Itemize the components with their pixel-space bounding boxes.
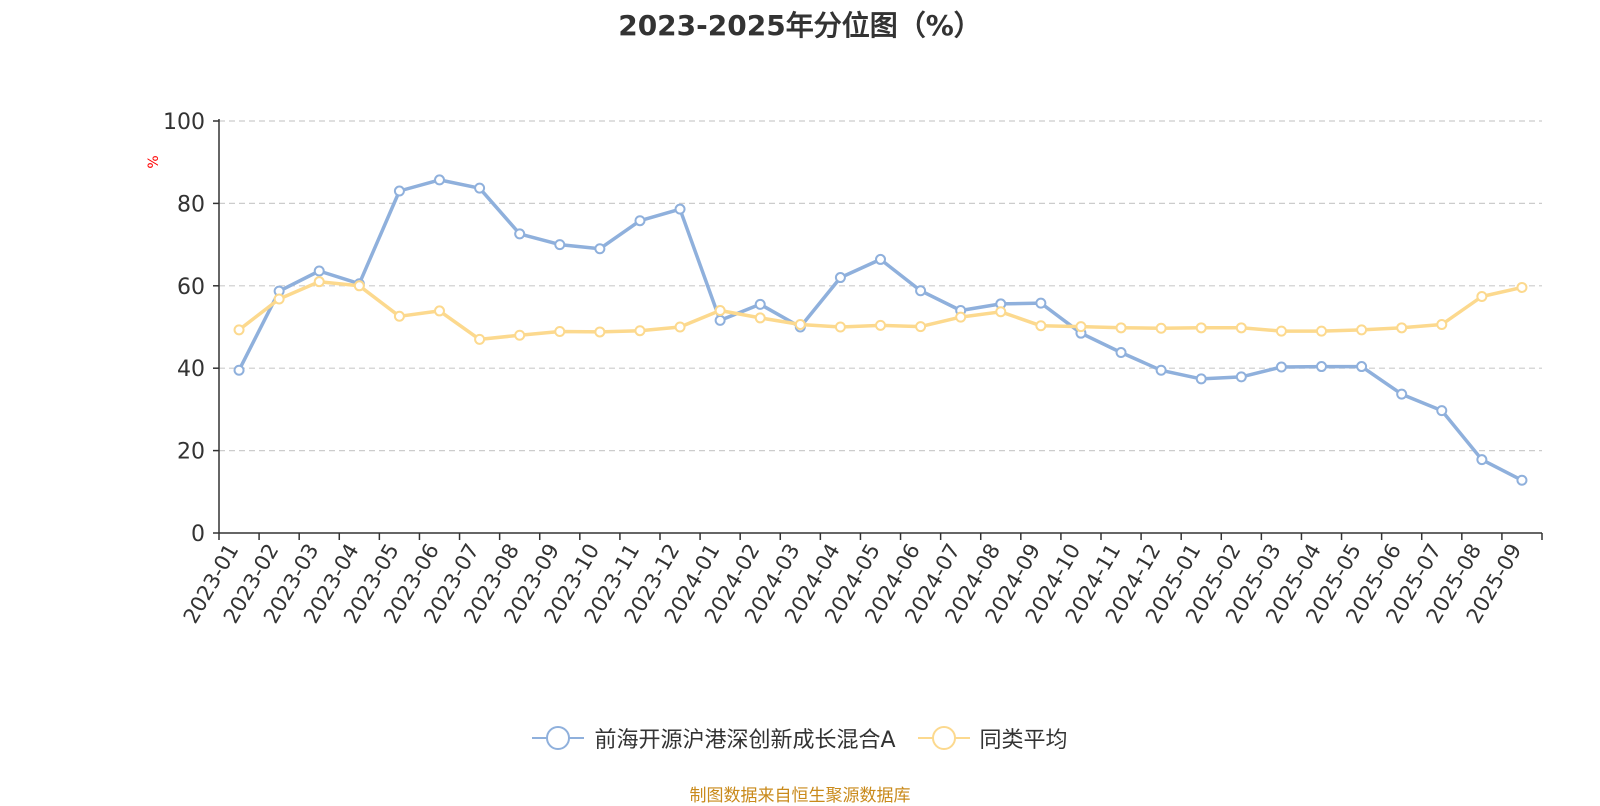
data-point-s0 <box>1275 361 1287 373</box>
data-point-s1 <box>393 310 405 322</box>
data-point-s1 <box>1275 325 1287 337</box>
data-point-s1 <box>714 305 726 317</box>
data-point-s0 <box>1396 388 1408 400</box>
axes <box>213 119 1543 540</box>
data-point-s1 <box>1316 325 1327 337</box>
data-point-s1 <box>554 326 566 338</box>
data-point-s1 <box>1195 322 1207 334</box>
data-point-s0 <box>1476 454 1488 466</box>
legend-label-fund: 前海开源沪港深创新成长混合A <box>594 728 896 753</box>
data-point-s0 <box>233 364 245 376</box>
y-tick-labels: 0 20 40 60 80 100 <box>163 110 205 547</box>
data-point-s0 <box>834 272 846 284</box>
data-point-s0 <box>1195 373 1207 385</box>
data-point-s0 <box>1316 361 1327 373</box>
data-point-s1 <box>1476 291 1488 303</box>
data-point-s1 <box>634 325 646 337</box>
data-point-s1 <box>1356 324 1368 336</box>
y-tick-label: 80 <box>177 192 205 217</box>
data-point-s0 <box>674 203 686 215</box>
legend: 前海开源沪港深创新成长混合A 同类平均 <box>0 722 1600 754</box>
chart-title: 2023-2025年分位图（%） <box>618 9 982 42</box>
data-point-s1 <box>955 311 967 323</box>
y-tick-label: 20 <box>177 440 205 465</box>
legend-line-circle-icon <box>917 726 970 750</box>
data-point-s0 <box>1155 364 1167 376</box>
data-point-s0 <box>714 314 726 326</box>
data-point-s1 <box>233 324 245 336</box>
data-point-s1 <box>594 326 606 338</box>
data-point-s1 <box>1075 321 1087 333</box>
y-tick-label: 40 <box>177 357 205 382</box>
data-point-s1 <box>273 293 285 305</box>
legend-item-fund[interactable]: 前海开源沪港深创新成长混合A <box>532 722 896 754</box>
data-point-s0 <box>754 298 766 310</box>
source-note: 制图数据来自恒生聚源数据库 <box>689 786 911 806</box>
y-tick-label: 60 <box>177 275 205 300</box>
data-point-s1 <box>1436 319 1448 331</box>
legend-item-category-average[interactable]: 同类平均 <box>917 722 1068 754</box>
data-point-s0 <box>1436 405 1448 417</box>
y-tick-label: 100 <box>163 110 205 135</box>
data-point-s1 <box>794 319 806 331</box>
data-point-s1 <box>1155 322 1167 334</box>
legend-label-category-average: 同类平均 <box>979 728 1068 753</box>
data-point-s1 <box>1235 322 1247 334</box>
data-point-s1 <box>474 333 486 345</box>
data-point-s0 <box>915 285 927 297</box>
data-point-s1 <box>915 321 927 333</box>
data-point-s0 <box>514 228 526 240</box>
data-point-s1 <box>1035 320 1047 332</box>
data-point-s0 <box>554 239 566 251</box>
data-point-s0 <box>393 185 405 197</box>
x-tick-labels: 2023-012023-022023-032023-042023-052023-… <box>179 540 1527 628</box>
data-point-s0 <box>313 265 325 277</box>
data-point-s0 <box>634 215 646 227</box>
data-point-s1 <box>514 329 526 341</box>
data-point-s1 <box>1115 322 1127 334</box>
data-point-s0 <box>1035 297 1047 309</box>
data-point-s1 <box>313 276 325 288</box>
series-lines <box>233 174 1528 486</box>
grid-lines <box>219 120 1542 452</box>
data-point-s1 <box>353 280 365 292</box>
data-point-s1 <box>674 321 686 333</box>
data-point-s0 <box>594 243 606 255</box>
data-point-s0 <box>1115 347 1127 359</box>
data-point-s1 <box>754 312 766 324</box>
data-point-s0 <box>474 182 486 194</box>
data-point-s1 <box>434 305 445 317</box>
data-point-s1 <box>875 319 886 331</box>
y-axis-label: % <box>146 155 162 168</box>
data-point-s0 <box>1356 361 1368 373</box>
data-point-s1 <box>995 306 1007 318</box>
legend-line-circle-icon <box>532 726 585 750</box>
data-point-s0 <box>434 174 445 186</box>
data-point-s0 <box>1235 371 1247 383</box>
y-tick-label: 0 <box>191 522 205 547</box>
data-point-s1 <box>834 321 846 333</box>
data-point-s0 <box>1516 474 1528 486</box>
data-point-s1 <box>1516 281 1528 293</box>
data-point-s0 <box>875 253 886 265</box>
data-point-s1 <box>1396 322 1408 334</box>
